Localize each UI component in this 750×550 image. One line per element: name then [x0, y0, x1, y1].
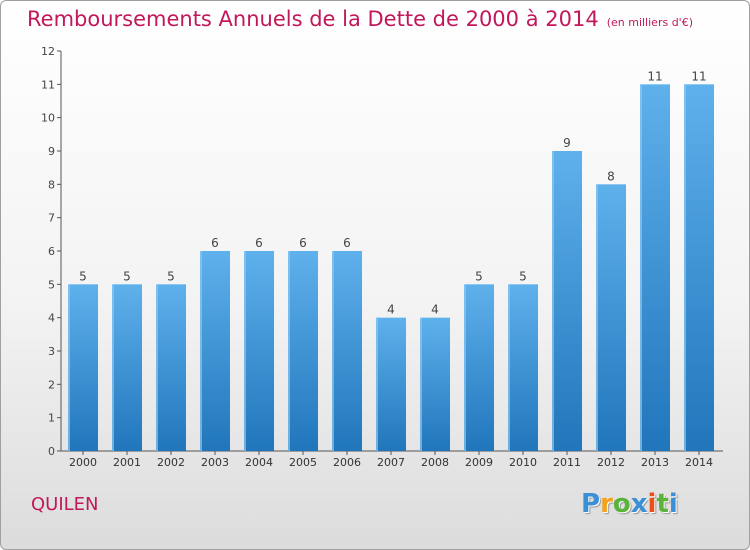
y-tick-label: 1 — [48, 412, 55, 425]
data-label: 4 — [387, 303, 395, 317]
data-label: 6 — [343, 236, 351, 250]
data-label: 9 — [563, 136, 571, 150]
chart-subtitle: (en milliers d'€) — [606, 16, 693, 29]
y-tick-label: 9 — [48, 145, 55, 158]
data-label: 6 — [255, 236, 263, 250]
bar — [244, 251, 274, 451]
x-tick-label: 2011 — [553, 456, 581, 469]
bar-highlight — [640, 84, 642, 451]
data-label: 5 — [519, 269, 527, 283]
bar — [508, 284, 538, 451]
bar-highlight — [420, 317, 422, 451]
bar-highlight — [332, 251, 334, 451]
data-label: 6 — [299, 236, 307, 250]
proxiti-logo: Proxiti — [581, 489, 678, 519]
bar — [200, 251, 230, 451]
y-tick-label: 0 — [48, 445, 55, 458]
logo-letter: t — [656, 489, 669, 519]
bar — [68, 284, 98, 451]
x-tick-label: 2012 — [597, 456, 625, 469]
x-tick-label: 2006 — [333, 456, 361, 469]
logo-letter: x — [630, 489, 648, 519]
data-label: 6 — [211, 236, 219, 250]
x-tick-label: 2004 — [245, 456, 273, 469]
bar — [288, 251, 318, 451]
y-tick-label: 3 — [48, 345, 55, 358]
x-tick-label: 2014 — [685, 456, 713, 469]
logo-letter: i — [668, 489, 678, 519]
bar — [376, 317, 406, 451]
bar-highlight — [288, 251, 290, 451]
y-tick-label: 8 — [48, 178, 55, 191]
logo-letter: i — [647, 489, 657, 519]
bar — [640, 84, 670, 451]
x-tick-label: 2007 — [377, 456, 405, 469]
bar — [156, 284, 186, 451]
logo-letter: r — [600, 489, 613, 519]
x-tick-label: 2013 — [641, 456, 669, 469]
x-tick-label: 2008 — [421, 456, 449, 469]
data-label: 5 — [167, 269, 175, 283]
y-tick-label: 6 — [48, 245, 55, 258]
bar — [112, 284, 142, 451]
bar-highlight — [464, 284, 466, 451]
data-label: 11 — [691, 69, 706, 83]
bar — [596, 184, 626, 452]
x-tick-label: 2009 — [465, 456, 493, 469]
data-label: 8 — [607, 169, 615, 183]
bar — [684, 84, 714, 451]
logo-letter: P — [581, 489, 601, 519]
bar — [552, 151, 582, 451]
bar — [332, 251, 362, 451]
chart-title-text: Remboursements Annuels de la Dette de 20… — [27, 7, 599, 31]
data-label: 5 — [123, 269, 131, 283]
data-label: 11 — [647, 69, 662, 83]
bar-highlight — [112, 284, 114, 451]
y-tick-label: 5 — [48, 278, 55, 291]
x-tick-label: 2002 — [157, 456, 185, 469]
y-tick-label: 10 — [41, 112, 55, 125]
bar-highlight — [68, 284, 70, 451]
data-label: 4 — [431, 303, 439, 317]
x-tick-label: 2010 — [509, 456, 537, 469]
bar-highlight — [200, 251, 202, 451]
x-tick-label: 2005 — [289, 456, 317, 469]
chart-title: Remboursements Annuels de la Dette de 20… — [27, 7, 693, 31]
bar-highlight — [684, 84, 686, 451]
bar — [464, 284, 494, 451]
bar-highlight — [156, 284, 158, 451]
y-tick-label: 7 — [48, 212, 55, 225]
bar-highlight — [552, 151, 554, 451]
data-label: 5 — [79, 269, 87, 283]
y-tick-label: 11 — [41, 78, 55, 91]
y-tick-label: 4 — [48, 312, 55, 325]
bar-highlight — [244, 251, 246, 451]
data-label: 5 — [475, 269, 483, 283]
logo-letter: o — [612, 489, 631, 519]
y-tick-label: 2 — [48, 378, 55, 391]
place-name: QUILEN — [31, 494, 99, 515]
bar-highlight — [596, 184, 598, 452]
x-tick-label: 2000 — [69, 456, 97, 469]
y-tick-label: 12 — [41, 45, 55, 58]
x-tick-label: 2003 — [201, 456, 229, 469]
bar — [420, 317, 450, 451]
x-tick-label: 2001 — [113, 456, 141, 469]
bar-highlight — [376, 317, 378, 451]
bar-highlight — [508, 284, 510, 451]
